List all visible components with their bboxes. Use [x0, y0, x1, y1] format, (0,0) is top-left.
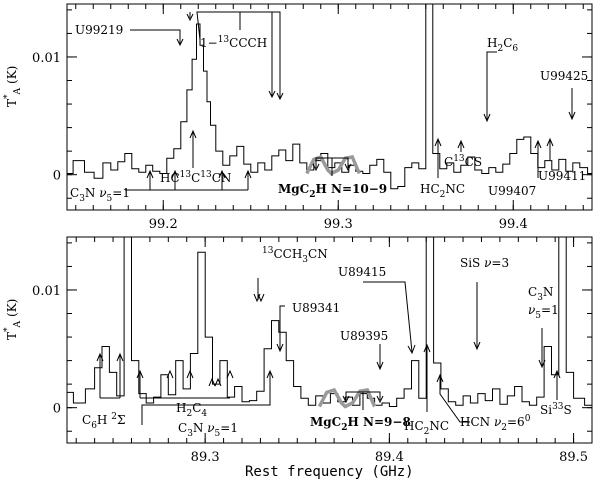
top-y-axis-label: T*A(K)	[3, 66, 23, 107]
label-mgc2h-bottom: MgC2H N=9−8	[310, 415, 411, 433]
top-annotation-arrows	[125, 11, 576, 191]
arrowhead-u89341	[276, 343, 284, 353]
x-axis-label: Rest frequency (GHz)	[245, 464, 414, 480]
arrowhead-u89395	[376, 361, 384, 371]
label-u89415: U89415	[338, 265, 386, 279]
c3n-bracket-bottom	[141, 372, 271, 425]
label-u99425: U99425	[540, 69, 588, 83]
label-hc2nc-top: HC2NC	[420, 182, 465, 200]
arrowhead-u89415	[407, 344, 416, 355]
bottom-spectrum-line	[67, 236, 592, 407]
bottom-plot-frame	[66, 236, 593, 444]
arrowhead-u99219	[176, 38, 184, 47]
label-u89341: U89341	[292, 301, 340, 315]
label-13ccch: 1−13CCCH	[200, 35, 267, 50]
label-hc13c13cn: HC13C13CN	[160, 170, 231, 185]
bottom-x-tick-label: 89.4	[375, 450, 404, 465]
label-hc2nc-bottom: HC2NC	[404, 419, 449, 437]
arrowhead-13ccch-left	[186, 13, 194, 22]
arrowhead-hc2nc-top	[434, 137, 442, 147]
top-plot-frame	[66, 3, 593, 211]
bottom-x-tick-label: 89.5	[559, 450, 588, 465]
label-u89395: U89395	[340, 329, 388, 343]
arrow-u99219	[130, 29, 181, 44]
top-x-tick-label: 99.2	[149, 217, 178, 232]
top-y-tick-label: 0.01	[32, 51, 61, 66]
top-panel: 99.2 99.3 99.4 0 0.01 T*A(K)	[3, 3, 593, 232]
arrow-h2c6	[486, 51, 497, 120]
label-u99411: U99411	[538, 169, 586, 183]
arrowhead-c13cs	[457, 139, 465, 149]
label-mgc2h-top: MgC2H N=10−9	[278, 182, 387, 200]
label-si33s: Si33S	[540, 402, 572, 417]
arrow-u89341	[279, 305, 285, 350]
arrowhead-h2c6	[483, 113, 491, 123]
arrowhead-13ch3cn	[253, 293, 265, 303]
label-c3n-v5-bottom: C3N ν5=1	[178, 421, 238, 439]
arrowheads-c6h	[96, 352, 124, 362]
arrow-hcn	[439, 376, 470, 423]
label-c6h: C6H 2Σ	[82, 412, 125, 431]
bottom-annotation-labels: 13CCH3CN U89341 U89415 SiS ν=3 C3N ν5=1 …	[82, 246, 572, 439]
label-u99219: U99219	[75, 23, 123, 37]
label-u99407: U99407	[488, 184, 536, 198]
arrowheads-h2c4	[136, 369, 234, 387]
label-c3n-v5: ν5=1	[528, 303, 559, 321]
label-c13cs: C13CS	[444, 154, 482, 169]
arrow-u89415	[363, 281, 413, 353]
bottom-panel: 89.3 89.4 89.5 0 0.01 T*A(K) Rest frequency …	[3, 236, 593, 480]
arrowhead-hcn	[436, 373, 444, 383]
arrowhead-si33s	[553, 369, 561, 379]
bottom-y-axis-label: T*A(K)	[3, 299, 23, 340]
bottom-annotation-arrows	[96, 278, 561, 425]
label-hcn: HCN ν2=60	[460, 414, 531, 433]
label-h2c6: H2C6	[487, 36, 518, 54]
arrow-13ccch-a	[196, 11, 281, 98]
arrowheads-mgc2h-top	[312, 163, 352, 172]
top-x-tick-label: 99.3	[324, 217, 353, 232]
top-spectrum-line	[67, 3, 592, 190]
arrowhead-c3n-bracket	[266, 369, 274, 379]
label-h2c4: H2C4	[176, 401, 207, 419]
arrowhead-hc2nc-bottom	[423, 343, 431, 353]
arrowhead-c3n-bottom	[538, 359, 546, 369]
arrowheads-c3n-top	[146, 169, 252, 179]
label-c3n-top: C3N ν5=1	[70, 186, 130, 204]
arrowhead-u99425	[568, 111, 576, 121]
top-annotation-labels: U99219 1−13CCCH H2C6 U99425 C13CS HC2NC …	[70, 23, 588, 204]
arrowhead-hc13c13cn	[189, 129, 197, 139]
label-c3n-bottom: C3N	[528, 285, 553, 303]
arrowheads-13ccch	[268, 90, 284, 101]
label-sis: SiS ν=3	[460, 256, 509, 270]
bottom-y-tick-label: 0	[53, 402, 61, 417]
arrowheads-mgc2h-bottom	[342, 395, 384, 404]
top-axis-ticks: 99.2 99.3 99.4 0 0.01	[32, 4, 592, 232]
arrowhead-sis	[473, 341, 481, 351]
bottom-x-tick-label: 89.3	[191, 450, 220, 465]
top-x-tick-label: 99.4	[499, 217, 528, 232]
top-y-tick-label: 0	[53, 169, 61, 184]
bottom-y-tick-label: 0.01	[32, 284, 61, 299]
label-13ch3cn: 13CCH3CN	[262, 246, 328, 265]
arrowheads-u994xx	[534, 137, 554, 149]
bottom-model-line	[317, 387, 377, 409]
bottom-axis-ticks: 89.3 89.4 89.5 0 0.01	[32, 237, 592, 465]
